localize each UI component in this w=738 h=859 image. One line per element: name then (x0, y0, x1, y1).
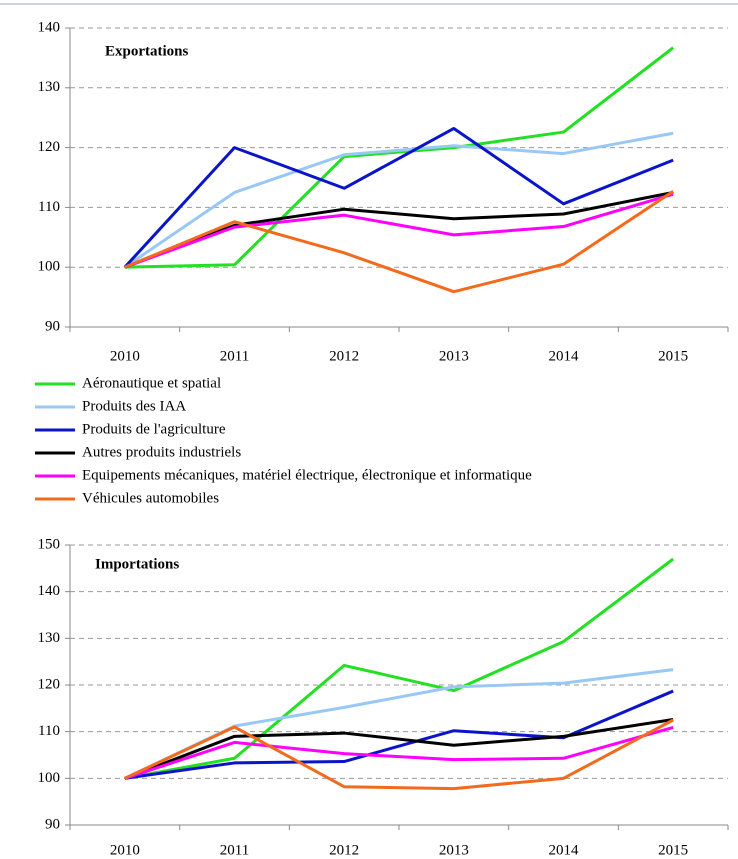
y-tick-label: 120 (38, 139, 61, 155)
y-tick-label: 140 (38, 19, 61, 35)
legend-label: Equipements mécaniques, matériel électri… (82, 467, 532, 483)
y-tick-label: 90 (45, 816, 60, 832)
y-tick-label: 110 (38, 199, 60, 215)
y-tick-label: 130 (38, 79, 61, 95)
series-line (123, 126, 674, 269)
series-line (124, 557, 675, 780)
x-tick-label: 2014 (549, 348, 580, 364)
series-line (124, 190, 674, 294)
series-line (124, 46, 675, 269)
series-line (123, 131, 674, 269)
x-tick-label: 2010 (110, 348, 140, 364)
x-tick-label: 2010 (110, 842, 140, 858)
y-tick-label: 100 (38, 259, 61, 275)
legend-label: Produits des IAA (82, 398, 186, 414)
legend-label: Véhicules automobiles (82, 490, 219, 506)
y-tick-label: 120 (38, 676, 61, 692)
legend-label: Produits de l'agriculture (82, 421, 226, 437)
series-line (124, 726, 674, 780)
legend-label: Autres produits industriels (82, 444, 241, 460)
y-tick-label: 150 (38, 536, 61, 552)
x-tick-label: 2012 (329, 348, 359, 364)
chart-title: Exportations (105, 43, 189, 59)
series-line (124, 718, 674, 780)
y-tick-label: 90 (45, 318, 60, 334)
chart-title: Importations (95, 556, 179, 572)
x-tick-label: 2013 (439, 842, 469, 858)
x-tick-label: 2012 (329, 842, 359, 858)
y-tick-label: 140 (38, 583, 61, 599)
series-line (124, 190, 674, 269)
y-tick-label: 100 (38, 770, 61, 786)
legend-label: Aéronautique et spatial (82, 375, 221, 391)
series-line (124, 689, 674, 780)
x-tick-label: 2013 (439, 348, 469, 364)
x-tick-label: 2014 (549, 842, 580, 858)
x-tick-label: 2011 (220, 842, 249, 858)
series-line (124, 192, 674, 269)
x-tick-label: 2015 (658, 842, 688, 858)
x-tick-label: 2015 (658, 348, 688, 364)
series-line (124, 718, 674, 791)
y-tick-label: 130 (38, 630, 61, 646)
x-tick-label: 2011 (220, 348, 249, 364)
y-tick-label: 110 (38, 723, 60, 739)
